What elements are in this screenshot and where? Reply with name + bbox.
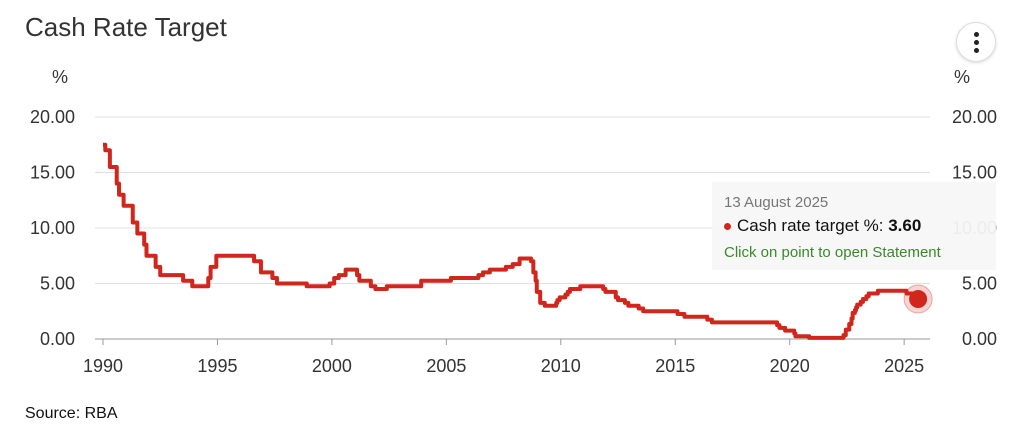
- y-tick-label-right: 5.00: [962, 274, 997, 294]
- x-tick-label: 2015: [655, 356, 695, 376]
- tooltip: 13 August 2025 Cash rate target %: 3.60 …: [712, 182, 996, 270]
- tooltip-value-line: Cash rate target %: 3.60: [724, 216, 921, 236]
- x-tick-label: 1995: [197, 356, 237, 376]
- x-tick-label: 2020: [770, 356, 810, 376]
- tooltip-series-label: Cash rate target %:: [737, 216, 884, 235]
- tooltip-value: 3.60: [888, 216, 922, 235]
- x-tick-label: 1990: [83, 356, 123, 376]
- y-tick-label-left: 0.00: [40, 329, 75, 349]
- chart-title: Cash Rate Target: [25, 12, 227, 42]
- x-tick-label: 2010: [541, 356, 581, 376]
- y-tick-label-left: 5.00: [40, 274, 75, 294]
- y-tick-label-right: 20.00: [952, 107, 997, 127]
- y-tick-label-right: 0.00: [962, 329, 997, 349]
- y-tick-label-right: 15.00: [952, 163, 997, 183]
- highlight-point: [909, 290, 928, 309]
- chart-menu-button[interactable]: [956, 22, 996, 62]
- series-line-cash-rate: [103, 142, 921, 340]
- x-tick-label: 2025: [884, 356, 924, 376]
- y-tick-label-left: 15.00: [30, 163, 75, 183]
- series-dot-icon: [724, 223, 731, 231]
- y-axis-label-left: %: [52, 67, 68, 87]
- tooltip-statement-link[interactable]: Click on point to open Statement: [724, 244, 941, 261]
- y-tick-label-left: 20.00: [30, 107, 75, 127]
- more-vertical-icon: [973, 31, 979, 53]
- x-tick-label: 2005: [426, 356, 466, 376]
- x-tick-label: 2000: [312, 356, 352, 376]
- source-note: Source: RBA: [25, 405, 118, 422]
- y-axis-label-right: %: [954, 67, 970, 87]
- y-tick-label-left: 10.00: [30, 218, 75, 238]
- tooltip-date: 13 August 2025: [724, 194, 829, 211]
